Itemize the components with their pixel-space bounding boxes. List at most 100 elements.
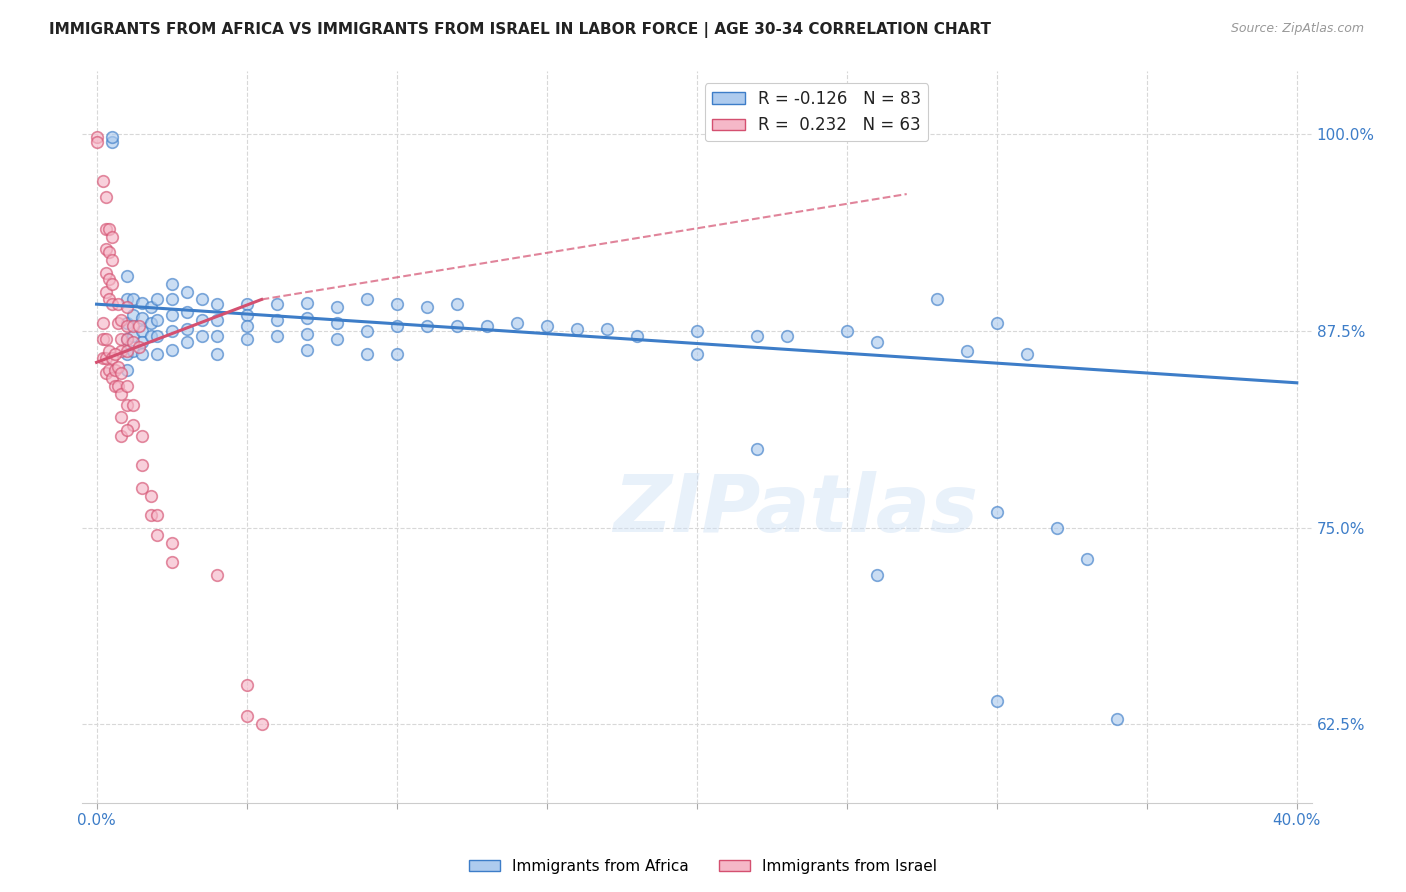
Point [356, 293, 378, 307]
Point [139, 489, 162, 503]
Point [121, 398, 143, 412]
Point [115, 363, 138, 377]
Point [121, 308, 143, 322]
Point [835, 324, 858, 338]
Point [1046, 520, 1069, 534]
Point [565, 322, 588, 336]
Point [128, 319, 150, 334]
Point [160, 293, 183, 307]
Point [107, 379, 129, 393]
Point [110, 410, 132, 425]
Point [131, 429, 153, 443]
Point [115, 293, 138, 307]
Point [160, 555, 183, 569]
Point [100, 229, 122, 244]
Point [446, 297, 468, 311]
Point [415, 319, 437, 334]
Point [295, 326, 318, 341]
Point [266, 328, 288, 343]
Point [94, 367, 117, 381]
Point [121, 344, 143, 359]
Point [145, 347, 167, 361]
Point [385, 319, 408, 334]
Point [235, 678, 257, 692]
Point [91, 174, 114, 188]
Point [131, 334, 153, 349]
Point [190, 293, 212, 307]
Point [745, 328, 768, 343]
Point [131, 458, 153, 472]
Point [595, 322, 617, 336]
Point [866, 334, 889, 349]
Point [250, 717, 273, 731]
Point [107, 297, 129, 311]
Legend: Immigrants from Africa, Immigrants from Israel: Immigrants from Africa, Immigrants from … [463, 853, 943, 880]
Point [91, 316, 114, 330]
Point [128, 340, 150, 354]
Point [115, 332, 138, 346]
Point [86, 130, 108, 145]
Point [110, 367, 132, 381]
Point [103, 363, 125, 377]
Text: Source: ZipAtlas.com: Source: ZipAtlas.com [1230, 22, 1364, 36]
Point [266, 313, 288, 327]
Point [139, 301, 162, 315]
Point [686, 324, 709, 338]
Point [190, 313, 212, 327]
Point [100, 253, 122, 268]
Point [145, 293, 167, 307]
Point [139, 508, 162, 522]
Point [986, 505, 1008, 519]
Point [1105, 713, 1128, 727]
Point [97, 293, 120, 307]
Point [131, 347, 153, 361]
Point [160, 536, 183, 550]
Point [986, 316, 1008, 330]
Point [235, 319, 257, 334]
Point [94, 332, 117, 346]
Point [356, 324, 378, 338]
Point [776, 328, 799, 343]
Point [475, 319, 498, 334]
Point [295, 295, 318, 310]
Point [295, 343, 318, 357]
Point [110, 313, 132, 327]
Point [686, 347, 709, 361]
Point [205, 297, 228, 311]
Point [131, 324, 153, 338]
Point [205, 567, 228, 582]
Point [139, 328, 162, 343]
Point [107, 316, 129, 330]
Point [956, 344, 979, 359]
Point [626, 328, 648, 343]
Point [115, 316, 138, 330]
Text: ZIPatlas: ZIPatlas [613, 471, 977, 549]
Point [115, 332, 138, 346]
Point [100, 130, 122, 145]
Point [94, 285, 117, 299]
Point [115, 344, 138, 359]
Point [110, 344, 132, 359]
Point [176, 322, 198, 336]
Point [103, 379, 125, 393]
Point [139, 316, 162, 330]
Point [97, 272, 120, 286]
Point [100, 277, 122, 291]
Point [176, 305, 198, 319]
Point [145, 313, 167, 327]
Point [121, 293, 143, 307]
Point [325, 332, 347, 346]
Point [235, 308, 257, 322]
Point [100, 135, 122, 149]
Point [190, 328, 212, 343]
Point [115, 398, 138, 412]
Point [145, 528, 167, 542]
Text: IMMIGRANTS FROM AFRICA VS IMMIGRANTS FROM ISRAEL IN LABOR FORCE | AGE 30-34 CORR: IMMIGRANTS FROM AFRICA VS IMMIGRANTS FRO… [49, 22, 991, 38]
Legend: R = -0.126   N = 83, R =  0.232   N = 63: R = -0.126 N = 83, R = 0.232 N = 63 [706, 83, 928, 141]
Point [131, 295, 153, 310]
Point [121, 418, 143, 433]
Point [235, 709, 257, 723]
Point [110, 387, 132, 401]
Point [1015, 347, 1038, 361]
Point [131, 481, 153, 495]
